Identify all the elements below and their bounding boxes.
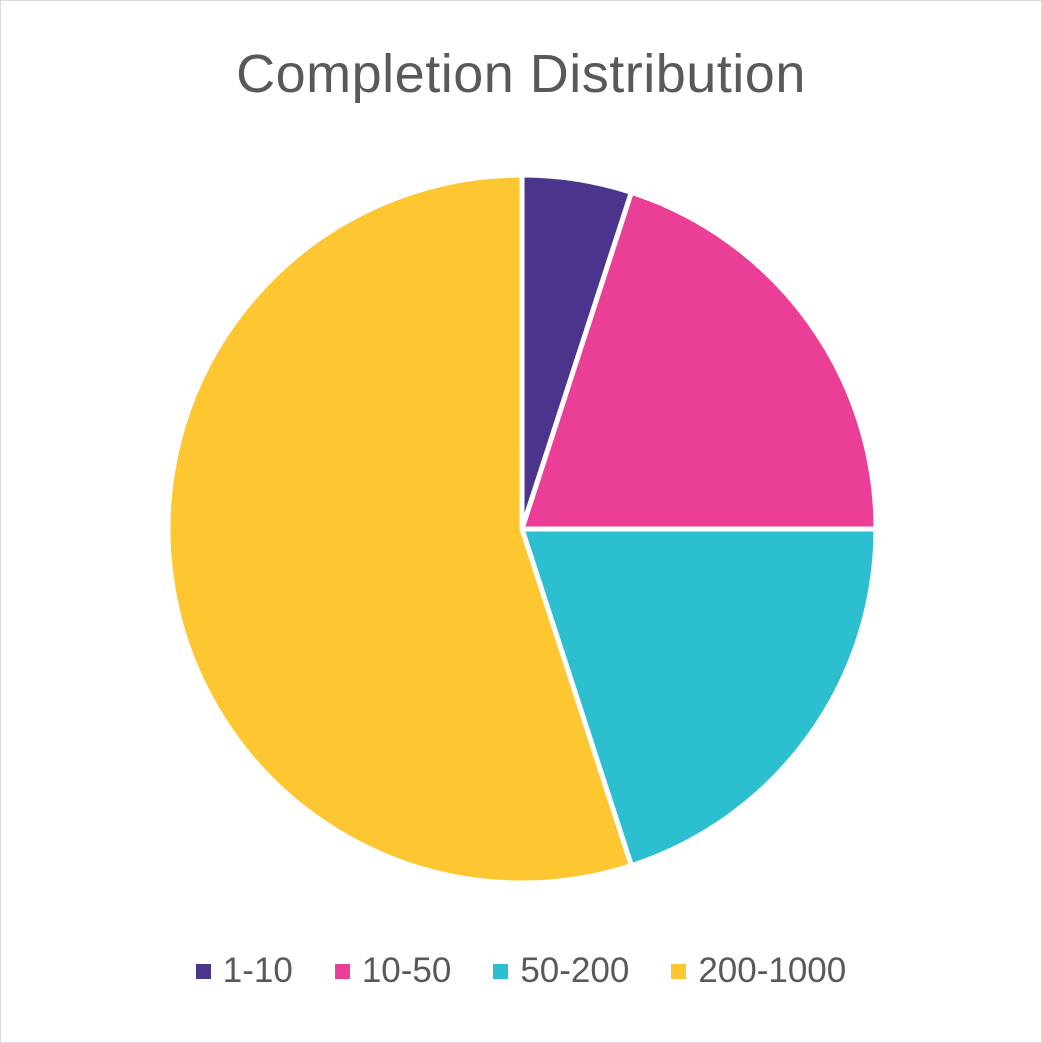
- legend: 1-10 10-50 50-200 200-1000: [1, 951, 1041, 991]
- legend-swatch: [195, 963, 211, 979]
- legend-label: 200-1000: [698, 951, 847, 990]
- pie-slice-50-200[interactable]: [519, 526, 879, 869]
- legend-item[interactable]: 200-1000: [671, 951, 846, 991]
- pie-slice-200-1000[interactable]: [165, 172, 634, 886]
- legend-label: 50-200: [520, 951, 630, 990]
- legend-label: 1-10: [222, 951, 293, 990]
- legend-label: 10-50: [361, 951, 452, 990]
- chart-title: Completion Distribution: [236, 44, 806, 104]
- legend-swatch: [334, 963, 350, 979]
- legend-item[interactable]: 10-50: [334, 951, 452, 991]
- legend-swatch: [493, 963, 509, 979]
- pie-slice-10-50[interactable]: [519, 189, 879, 532]
- legend-swatch: [671, 963, 687, 979]
- legend-item[interactable]: 1-10: [195, 951, 293, 991]
- legend-item[interactable]: 50-200: [493, 951, 629, 991]
